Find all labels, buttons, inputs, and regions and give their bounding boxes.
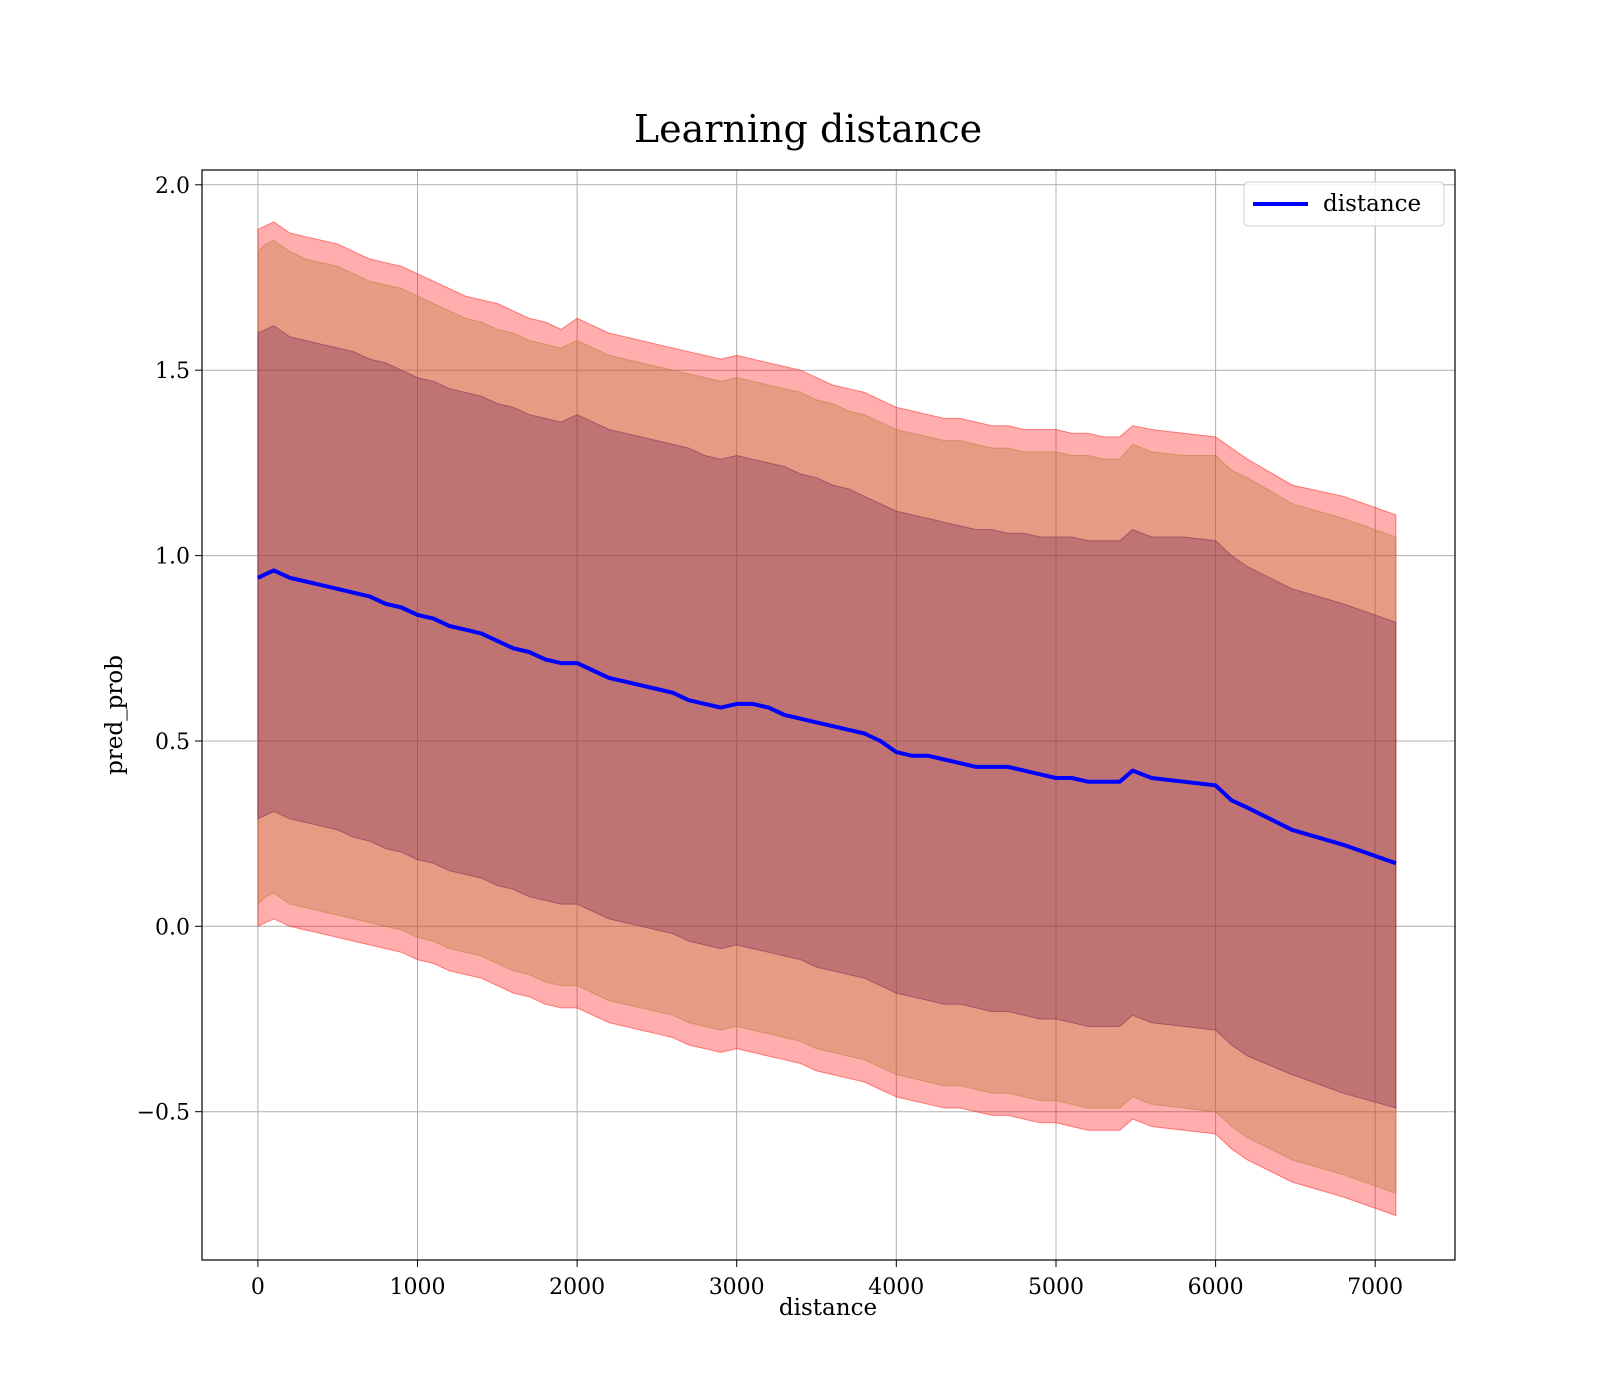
y-tick-label: 0.5 [155, 730, 190, 755]
y-tick-label: 1.5 [155, 359, 190, 384]
grid-layer [202, 170, 1455, 1260]
plot-frame [201, 169, 1456, 1261]
y-tick-label: 2.0 [155, 174, 190, 199]
x-tick-label: 7000 [1347, 1275, 1403, 1300]
x-tick-label: 5000 [1028, 1275, 1084, 1300]
y-tick-label: −0.5 [137, 1101, 190, 1126]
x-axis-label: distance [779, 1295, 877, 1321]
band-middle [257, 239, 1397, 1195]
x-tick-label: 4000 [868, 1275, 924, 1300]
series-line-distance [257, 568, 1397, 866]
band-outer [257, 221, 1397, 1217]
chart-title: Learning distance [634, 107, 982, 151]
x-tick-label: 2000 [549, 1275, 605, 1300]
x-tick-label: 3000 [709, 1275, 765, 1300]
tick-layer: 0 1000 2000 3000 4000 5000 6000 7000 −0.5 0.0 0.5 1… [137, 174, 1404, 1300]
y-tick-label: 0.0 [155, 915, 190, 940]
y-tick-label: 1.0 [155, 545, 190, 570]
x-tick-label: 1000 [390, 1275, 446, 1300]
x-tick-label: 0 [251, 1275, 265, 1300]
legend-label-distance: distance [1323, 191, 1421, 217]
legend: distance [1243, 181, 1445, 227]
band-layer [257, 221, 1397, 1217]
y-axis-label: pred_prob [102, 655, 128, 775]
band-inner [257, 325, 1397, 1109]
line-layer [257, 568, 1397, 866]
x-tick-label: 6000 [1188, 1275, 1244, 1300]
legend-box [1243, 181, 1445, 227]
